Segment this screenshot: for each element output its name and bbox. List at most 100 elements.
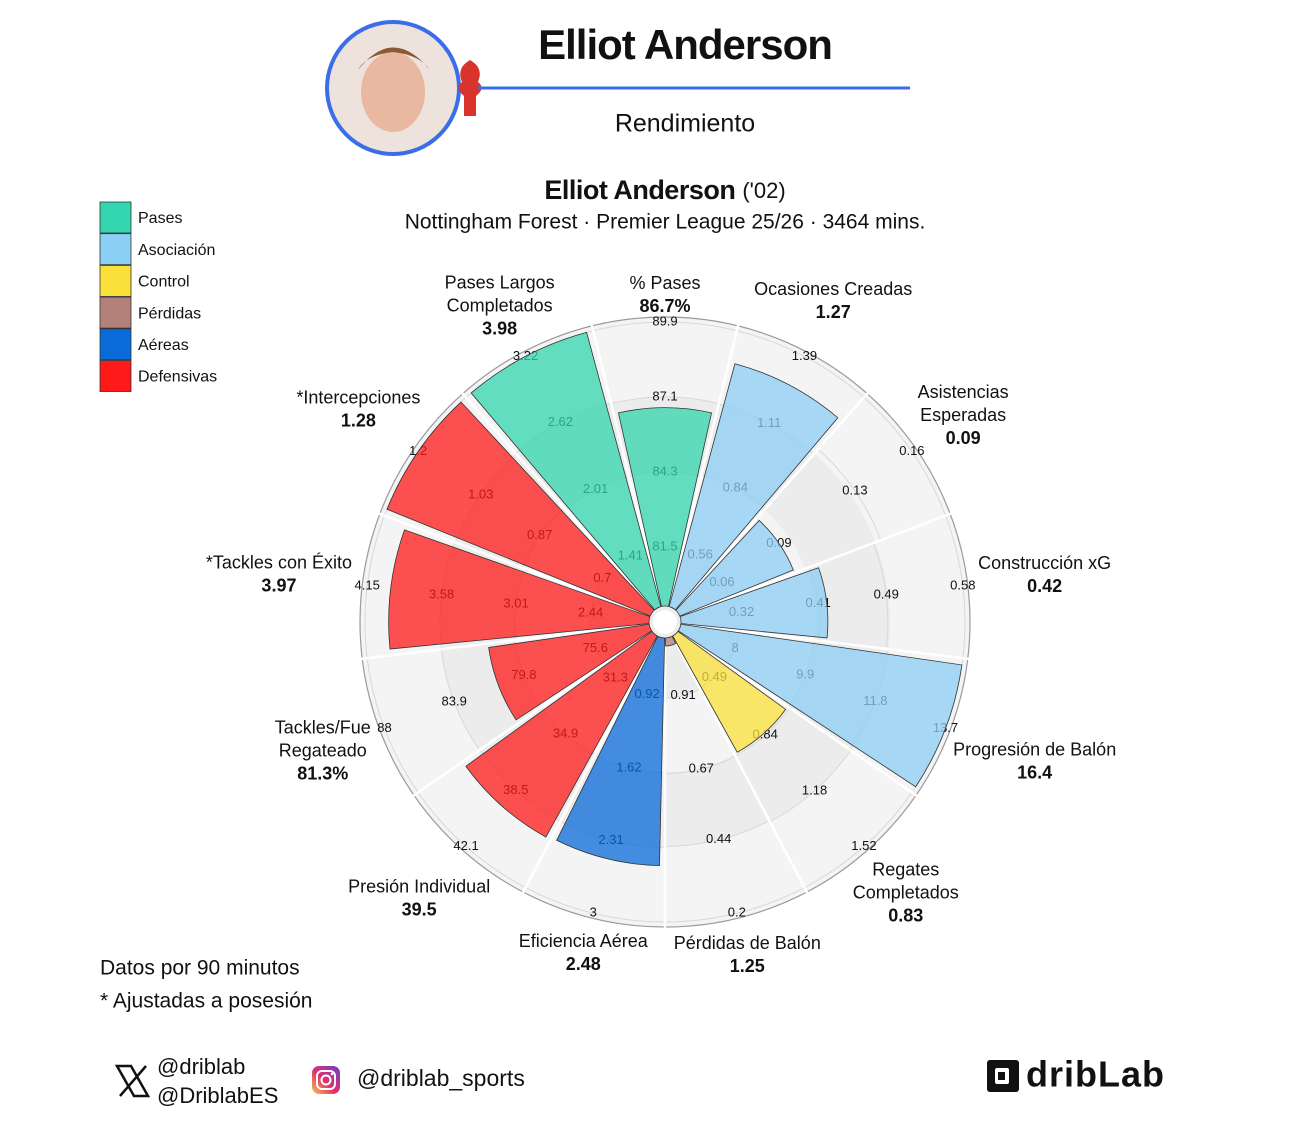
category-name: Asistencias [918,382,1009,402]
tick-label: 89.9 [652,313,677,328]
grid-ring [366,658,419,793]
grid-ring [593,321,737,332]
spoke [505,635,659,924]
category-label: Progresión de Balón 16.4 [953,739,1116,782]
grid-ring [664,820,770,847]
spoke [671,635,825,924]
header-subtitle: Rendimiento [615,110,755,138]
bar [617,407,713,607]
bar [677,623,963,788]
grid-ring [736,330,865,398]
category-name: *Tackles con Éxito [206,552,352,572]
tick-label: 0.91 [670,687,695,702]
center-hole [653,610,677,634]
category-label: Ocasiones Creadas 1.27 [754,279,912,322]
bar [664,635,677,647]
grid-ring [417,792,526,889]
category-name: Pases Largos [445,273,555,293]
tick-label: 0.2 [728,905,746,920]
category-name: Completados [853,883,959,903]
instagram-handle: @driblab_sports [357,1065,525,1091]
category-name: *Intercepciones [296,388,420,408]
bar [672,630,787,753]
category-label: *Intercepciones 1.28 [296,388,420,431]
category-label: Construcción xG 0.42 [978,553,1111,596]
legend-swatch [99,296,132,329]
category-name: Tackles/Fue [275,718,371,738]
value-label: 1.28 [341,411,376,431]
note: * Ajustadas a posesión [100,990,312,1013]
spoke [384,630,653,817]
spoke [674,366,892,611]
legend-label: Defensivas [138,369,217,386]
spoke [679,500,984,618]
value-label: 1.25 [730,956,765,976]
x-logo [114,1064,151,1098]
spoke [667,291,748,607]
tick-label: 83.9 [442,693,467,708]
legend-label: Pases [138,210,182,227]
value-label: 16.4 [1017,762,1052,782]
grid-ring [525,887,666,923]
tick-label: 0.13 [842,482,867,497]
bar [470,331,662,611]
grid-ring [664,688,701,699]
category-name: Progresión de Balón [953,739,1116,759]
tick-label: 4.15 [355,577,380,592]
grid-ring [364,515,385,659]
x-handle: @driblab [157,1054,245,1079]
category-name: Construcción xG [978,553,1111,573]
tick-label: 0.49 [874,587,899,602]
grid-ring [769,749,852,823]
category-name: Regates [872,860,939,880]
brand-name: dribLab [1026,1054,1165,1095]
grid-ring [664,887,805,923]
category-name: Pérdidas de Balón [674,933,821,953]
tick-label: 1.52 [851,838,876,853]
tick-label: 0.44 [706,831,731,846]
legend-swatch [99,328,132,361]
value-label: 3.97 [261,575,296,595]
grid-ring [664,755,736,775]
bar [388,529,651,650]
tick-label: 1.18 [802,782,827,797]
legend-swatch [99,360,132,392]
category-name: % Pases [629,273,700,293]
tick-label: 42.1 [453,838,478,853]
category-label: Tackles/Fue Regateado 81.3% [275,718,371,784]
bar [668,363,839,611]
spoke [677,630,946,817]
spoke [438,366,656,611]
category-name: Presión Individual [348,877,490,897]
spoke [327,622,650,665]
value-label: 0.83 [888,906,923,926]
legend-swatch [99,264,132,297]
category-name: Esperadas [920,405,1006,425]
grid-ring [734,707,790,757]
value-label: 2.48 [566,954,601,974]
value-label: 0.42 [1027,576,1062,596]
category-label: Regates Completados 0.83 [853,860,959,926]
player-hair [358,47,430,70]
value-label: 1.27 [816,302,851,322]
legend-swatch [99,233,132,266]
legend-label: Aéreas [138,337,189,354]
category-label: Eficiencia Aérea 2.48 [519,931,649,974]
tick-label: 87.1 [652,388,677,403]
value-label: 81.3% [297,764,348,784]
tick-label: 3 [590,905,597,920]
value-label: 39.5 [402,900,437,920]
x-handle: @DriblabES [157,1083,278,1108]
club-crest [458,60,482,116]
value-label: 0.09 [946,428,981,448]
tick-label: 88 [377,720,391,735]
spoke [680,622,1003,665]
bar [488,623,653,721]
value-label: 86.7% [639,296,690,316]
category-name: Ocasiones Creadas [754,279,912,299]
spoke [582,291,663,607]
category-name: Completados [447,296,553,316]
tick-label: 0.58 [950,577,975,592]
category-label: Pases Largos Completados 3.98 [445,273,555,339]
